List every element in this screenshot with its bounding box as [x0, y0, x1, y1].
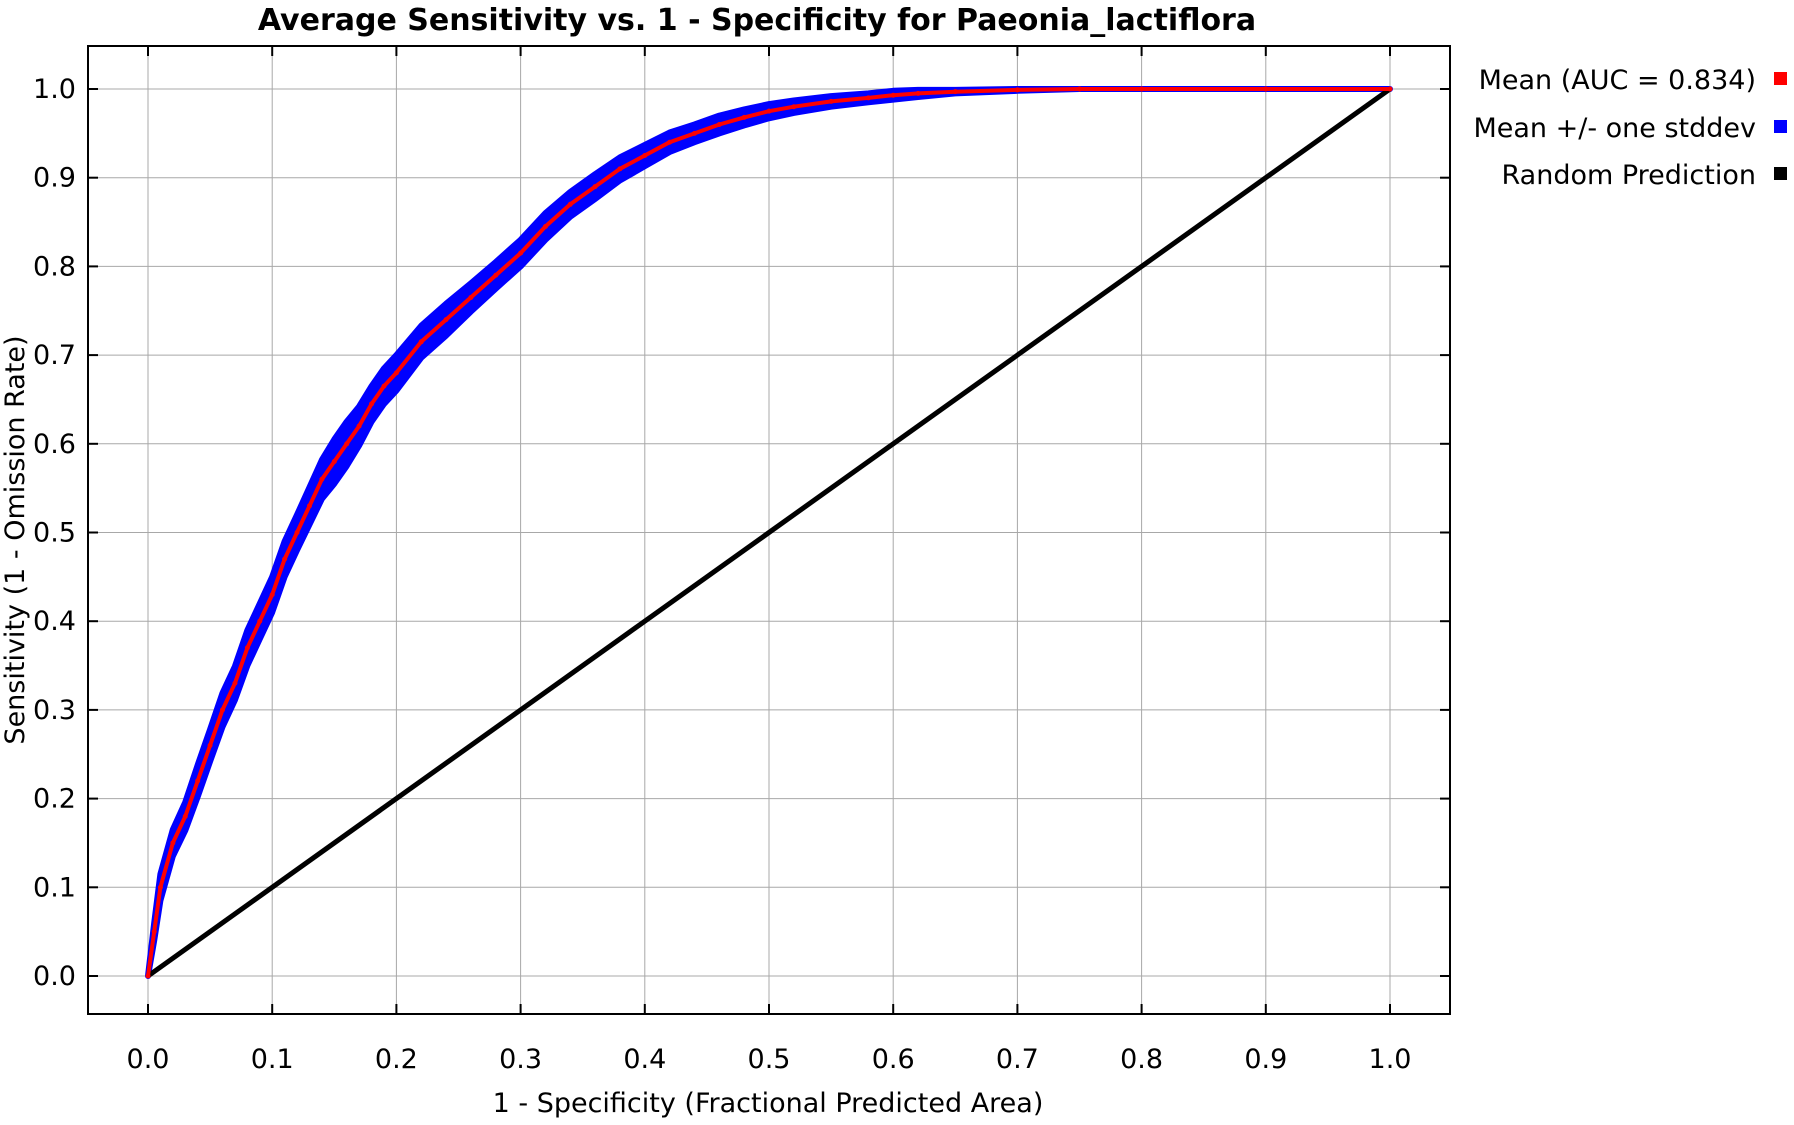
y-tick-label: 0.9 [33, 163, 76, 194]
mean-point [915, 90, 921, 96]
mean-roc-line [146, 87, 1390, 977]
mean-point [716, 121, 722, 127]
legend-swatch [1774, 167, 1787, 180]
y-tick-label: 0.5 [33, 518, 76, 549]
x-tick-label: 0.7 [996, 1044, 1039, 1075]
x-tick-label: 0.2 [375, 1044, 418, 1075]
mean-point [331, 459, 337, 465]
mean-point [1077, 86, 1082, 92]
x-tick-label: 0.9 [1244, 1044, 1287, 1075]
mean-point [244, 645, 250, 651]
mean-point [468, 294, 474, 300]
x-tick-label: 0.0 [127, 1044, 170, 1075]
x-tick-label: 0.3 [499, 1044, 542, 1075]
y-tick-label: 0.2 [33, 784, 76, 815]
x-axis-label: 1 - Specificity (Fractional Predicted Ar… [493, 1088, 1044, 1119]
mean-point [518, 250, 524, 256]
grid [88, 46, 1450, 1014]
x-tick-label: 0.5 [748, 1044, 791, 1075]
mean-point [418, 339, 424, 345]
x-tick-label: 0.8 [1120, 1044, 1163, 1075]
mean-point [952, 89, 958, 95]
y-tick-label: 0.1 [33, 872, 76, 903]
y-tick-label: 0.0 [33, 961, 76, 992]
mean-point [319, 476, 325, 482]
mean-point [294, 530, 300, 535]
y-tick-label: 0.3 [33, 695, 76, 726]
x-tick-label: 1.0 [1369, 1044, 1412, 1075]
mean-point [157, 884, 163, 890]
mean-point [667, 139, 673, 145]
y-tick-label: 0.7 [33, 340, 76, 371]
mean-point [282, 556, 288, 562]
x-tick-label: 0.6 [872, 1044, 915, 1075]
x-tick-label: 0.1 [251, 1044, 294, 1075]
mean-point [766, 108, 772, 114]
legend-label: Mean +/- one stddev [1473, 113, 1756, 144]
mean-point [567, 201, 573, 207]
mean-point [1139, 86, 1145, 92]
mean-point [145, 973, 151, 979]
mean-point [828, 98, 834, 104]
mean-point [356, 423, 362, 429]
legend-label: Random Prediction [1502, 160, 1757, 191]
mean-point [170, 840, 176, 846]
y-tick-label: 0.8 [33, 251, 76, 282]
mean-point [381, 383, 387, 389]
mean-point [195, 778, 201, 784]
legend-swatch [1774, 120, 1787, 133]
mean-point [257, 618, 263, 624]
mean-point [232, 680, 238, 686]
legend-label: Mean (AUC = 0.834) [1479, 65, 1756, 96]
mean-point [642, 153, 648, 159]
mean-point [269, 592, 275, 598]
mean-point [1014, 87, 1020, 93]
y-tick-label: 0.6 [33, 429, 76, 460]
mean-point [865, 95, 871, 101]
mean-point [1387, 86, 1393, 92]
mean-line-group [145, 86, 1393, 979]
mean-point [182, 813, 188, 819]
mean-point [890, 92, 896, 98]
mean-point [791, 104, 797, 110]
y-axis-ticks: 0.0 0.1 0.2 0.3 0.4 0.5 0.6 0.7 0.8 0.9 1.0 [33, 74, 1450, 992]
y-tick-label: 0.4 [33, 606, 76, 637]
chart-title: Average Sensitivity vs. 1 - Specificity … [258, 3, 1256, 38]
legend-swatch [1774, 72, 1787, 85]
mean-point [151, 929, 157, 935]
mean-point [592, 184, 598, 190]
x-axis-ticks: 0.0 0.1 0.2 0.3 0.4 0.5 0.6 0.7 0.8 0.9 1.0 [127, 46, 1412, 1075]
random-line-group [146, 86, 1392, 979]
mean-point [741, 114, 747, 120]
y-axis-label: Sensitivity (1 - Omission Rate) [0, 335, 31, 744]
mean-point [369, 401, 375, 407]
mean-point [344, 441, 350, 447]
legend: Mean (AUC = 0.834) Mean +/- one stddev Ran… [1473, 65, 1787, 191]
mean-point [542, 223, 548, 229]
mean-point [1263, 86, 1269, 92]
mean-point [393, 370, 399, 376]
mean-point [207, 742, 213, 748]
mean-point [220, 707, 226, 713]
mean-point [306, 503, 312, 509]
mean-point [691, 130, 697, 136]
random-prediction-line [146, 86, 1392, 979]
mean-point [493, 272, 499, 278]
mean-point [443, 317, 449, 323]
mean-point [617, 166, 623, 172]
y-tick-label: 1.0 [33, 74, 76, 105]
x-tick-label: 0.4 [623, 1044, 666, 1075]
